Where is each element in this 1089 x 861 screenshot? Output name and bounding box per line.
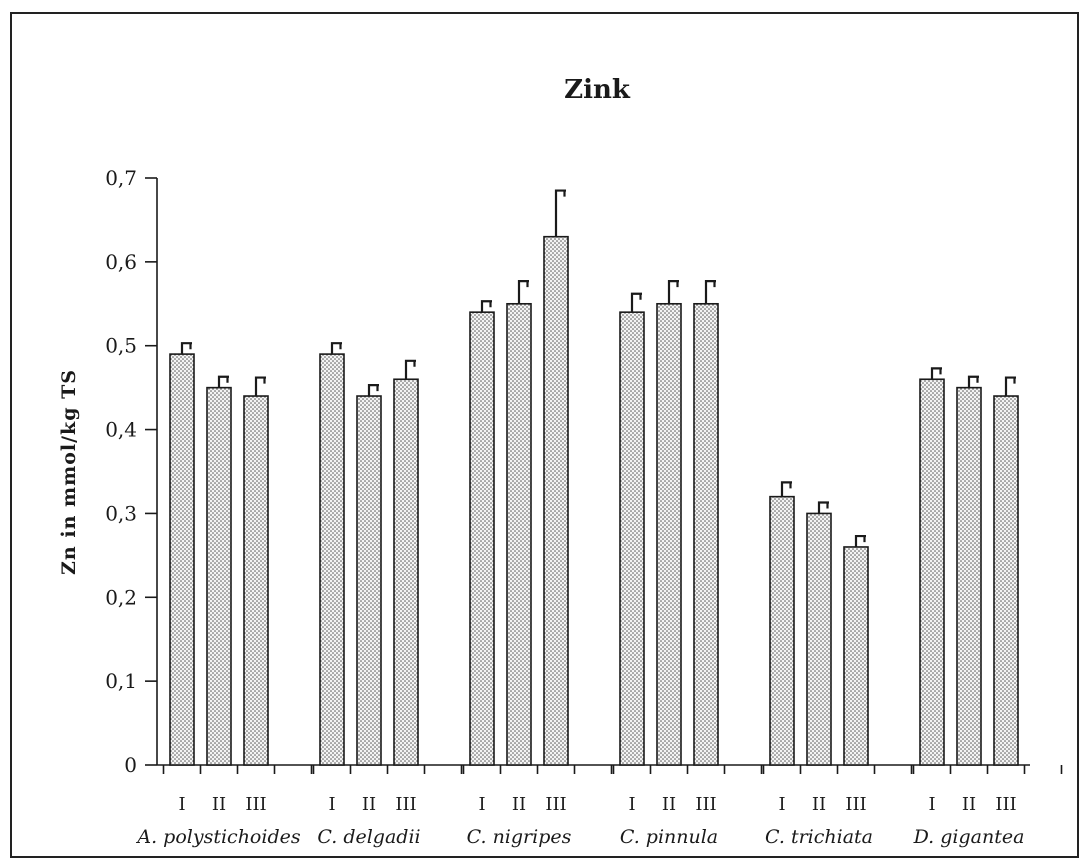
bar: [206, 386, 232, 766]
bar: [393, 378, 419, 766]
x-subcategory-label: II: [662, 794, 676, 815]
y-tick-label: 0,7: [105, 166, 137, 190]
bar: [656, 302, 682, 766]
y-ticks: 0 0,1 0,2 0,3 0,4 0,5 0,6 0,7: [105, 166, 157, 777]
error-bar: [217, 375, 229, 388]
x-subcategory-label: I: [478, 794, 485, 815]
x-subcategory-label: II: [812, 794, 826, 815]
y-tick-label: 0,6: [105, 250, 137, 274]
error-bar: [367, 384, 379, 397]
bar: [993, 395, 1019, 766]
x-subcategory-label: III: [695, 794, 716, 815]
y-tick-label: 0: [124, 753, 137, 777]
chart-title: Zink: [564, 75, 631, 105]
bar: [356, 395, 382, 766]
error-bar: [404, 359, 416, 380]
y-tick-label: 0,2: [105, 585, 137, 609]
bar: [806, 512, 832, 766]
x-category-label: A. polystichoides: [135, 826, 300, 848]
x-subcategory-label: II: [962, 794, 976, 815]
x-category-label: C. trichiata: [765, 826, 873, 848]
x-subcategory-label: I: [178, 794, 185, 815]
x-subcategory-label: II: [362, 794, 376, 815]
y-tick-label: 0,4: [105, 418, 137, 442]
error-bar: [704, 280, 716, 304]
y-tick-label: 0,5: [105, 334, 137, 358]
error-bar: [967, 375, 979, 388]
error-bar: [180, 342, 192, 355]
bar: [919, 378, 945, 766]
x-subcategory-label: II: [512, 794, 526, 815]
x-subcategory-label: I: [328, 794, 335, 815]
x-subcategory-label: II: [212, 794, 226, 815]
error-bars: [180, 189, 1016, 547]
x-category-labels: A. polystichoides C. delgadii C. nigripes C…: [135, 826, 1024, 848]
x-ticks: [162, 765, 1063, 774]
bar: [769, 495, 795, 766]
x-subcategory-labels: I II III I II III I II III I II III I II III I II III: [178, 794, 1016, 815]
y-axis-label: Zn in mmol/kg TS: [58, 369, 80, 575]
x-category-label: C. nigripes: [467, 826, 572, 848]
x-subcategory-label: I: [778, 794, 785, 815]
error-bar: [667, 280, 679, 304]
x-subcategory-label: I: [928, 794, 935, 815]
error-bar: [817, 501, 829, 514]
bar: [956, 386, 982, 766]
error-bar: [330, 342, 342, 355]
error-bar: [554, 189, 566, 237]
bar: [319, 353, 345, 766]
x-subcategory-label: III: [995, 794, 1016, 815]
bar: [693, 302, 719, 766]
x-category-label: C. pinnula: [620, 826, 718, 848]
error-bar: [780, 481, 792, 497]
bars: [169, 235, 1019, 766]
error-bar: [1004, 376, 1016, 397]
y-tick-label: 0,1: [105, 669, 137, 693]
error-bar: [254, 376, 266, 397]
bar: [169, 353, 195, 766]
x-subcategory-label: III: [545, 794, 566, 815]
y-tick-label: 0,3: [105, 501, 137, 525]
x-category-label: C. delgadii: [317, 826, 420, 848]
bar: [619, 311, 645, 766]
bar: [543, 235, 569, 766]
x-subcategory-label: I: [628, 794, 635, 815]
error-bar: [517, 280, 529, 304]
bar: [243, 395, 269, 766]
bar: [506, 302, 532, 766]
error-bar: [854, 534, 866, 547]
x-subcategory-label: III: [245, 794, 266, 815]
bar: [843, 546, 869, 766]
error-bar: [930, 367, 942, 380]
error-bar: [480, 300, 492, 313]
x-subcategory-label: III: [395, 794, 416, 815]
error-bar: [630, 292, 642, 313]
bar: [469, 311, 495, 766]
x-subcategory-label: III: [845, 794, 866, 815]
x-category-label: D. gigantea: [913, 826, 1025, 848]
